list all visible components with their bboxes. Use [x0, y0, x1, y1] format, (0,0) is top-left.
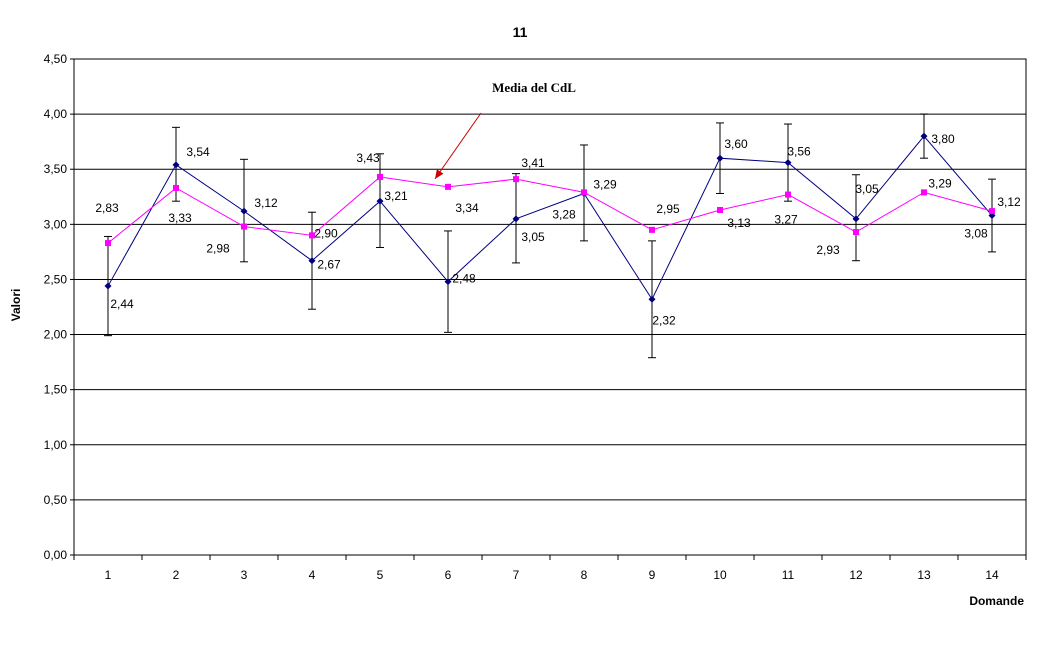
data-label: 3,29 — [593, 177, 617, 191]
x-tick-label: 10 — [713, 568, 727, 582]
x-tick-label: 11 — [782, 568, 795, 582]
data-label: 3,60 — [724, 137, 748, 151]
series-1-point — [920, 132, 928, 140]
x-tick-label: 2 — [173, 568, 180, 582]
series-1-point — [648, 295, 656, 303]
data-label: 2,98 — [206, 242, 230, 256]
series-2-point — [445, 183, 451, 190]
series-2-point — [513, 176, 519, 183]
y-tick-label: 0,00 — [44, 548, 68, 562]
series — [104, 132, 996, 303]
series-1-point — [104, 282, 112, 290]
data-label: 3,05 — [855, 182, 879, 196]
annotation-text: Media del CdL — [492, 80, 576, 95]
x-tick-label: 8 — [581, 568, 588, 582]
data-label: 3,12 — [254, 196, 278, 210]
series-1-point — [172, 161, 180, 169]
series-1-point — [444, 278, 452, 286]
y-tick-label: 1,50 — [44, 383, 68, 397]
data-label: 3,13 — [727, 216, 751, 230]
data-label: 2,44 — [110, 297, 134, 311]
y-tick-label: 3,00 — [44, 217, 68, 231]
data-label: 3,05 — [521, 230, 545, 244]
series-2-point — [241, 223, 247, 230]
series-2-point — [173, 184, 179, 191]
data-label: 3,54 — [186, 145, 210, 159]
data-label: 3,56 — [787, 145, 811, 159]
series-1-point — [784, 159, 792, 167]
data-label: 3,21 — [384, 189, 408, 203]
data-label: 3,41 — [521, 156, 545, 170]
x-tick-label: 3 — [241, 568, 248, 582]
series-1-point — [240, 207, 248, 215]
series-2-point — [581, 189, 587, 196]
x-tick-label: 13 — [917, 568, 931, 582]
y-axis-title: Valori — [9, 289, 23, 322]
error-bars — [104, 113, 996, 359]
data-label: 2,67 — [317, 258, 341, 272]
annotation-arrow — [434, 112, 482, 180]
axes: 0,00 0,50 1,00 1,50 2,00 2,50 3,00 3,50 4,00 4,50… — [44, 52, 1027, 582]
series-2-line — [107, 176, 993, 244]
data-label: 3,08 — [964, 227, 988, 241]
series-1-point — [376, 197, 384, 205]
data-label: 3,43 — [356, 151, 380, 165]
data-label: 3,80 — [931, 132, 955, 146]
y-tick-label: 2,50 — [44, 272, 68, 286]
x-tick-label: 14 — [985, 568, 999, 582]
series-1-point — [512, 215, 520, 223]
x-axis-title: Domande — [969, 594, 1024, 608]
data-label: 3,27 — [774, 213, 798, 227]
y-tick-label: 4,00 — [44, 107, 68, 121]
series-2-point — [717, 207, 723, 214]
series-2-point — [649, 226, 655, 233]
annotation: Media del CdL — [434, 80, 576, 180]
data-label: 3,33 — [168, 211, 192, 225]
series-1-point — [308, 257, 316, 265]
annotation-arrowhead — [435, 169, 444, 179]
y-tick-label: 0,50 — [44, 493, 68, 507]
data-labels: 2,44 3,54 3,12 2,67 3,21 2,48 3,05 3,28 2,32 3,60… — [95, 132, 1021, 327]
x-tick-label: 5 — [377, 568, 384, 582]
y-tick-label: 4,50 — [44, 52, 68, 66]
series-2-point — [921, 189, 927, 196]
series-2-point — [309, 232, 315, 239]
x-tick-label: 7 — [513, 568, 520, 582]
x-tick-label: 12 — [849, 568, 863, 582]
series-2-point — [989, 208, 995, 215]
x-tick-label: 9 — [649, 568, 656, 582]
x-tick-label: 6 — [445, 568, 452, 582]
x-tick-label: 1 — [105, 568, 112, 582]
series-1-point — [716, 154, 724, 162]
data-label: 3,28 — [552, 207, 576, 221]
data-label: 2,95 — [656, 202, 680, 216]
data-label: 2,83 — [95, 201, 119, 215]
chart-title: 11 — [513, 24, 528, 40]
data-label: 3,34 — [455, 201, 479, 215]
gridlines — [74, 113, 1026, 501]
series-1-line — [107, 135, 993, 301]
y-tick-label: 3,50 — [44, 162, 68, 176]
series-2-point — [105, 240, 111, 247]
data-label: 2,32 — [652, 313, 676, 327]
series-1-point — [852, 215, 860, 223]
data-label: 3,29 — [928, 176, 952, 190]
data-label: 2,90 — [314, 226, 338, 240]
y-tick-label: 2,00 — [44, 328, 68, 342]
series-2-point — [785, 191, 791, 198]
data-label: 2,93 — [816, 243, 840, 257]
plot-area-frame — [73, 58, 1027, 556]
data-label: 2,48 — [452, 272, 476, 286]
y-tick-label: 1,00 — [44, 438, 68, 452]
data-label: 3,12 — [997, 195, 1021, 209]
series-2-point — [377, 173, 383, 180]
series-2-point — [853, 229, 859, 236]
x-tick-label: 4 — [309, 568, 316, 582]
